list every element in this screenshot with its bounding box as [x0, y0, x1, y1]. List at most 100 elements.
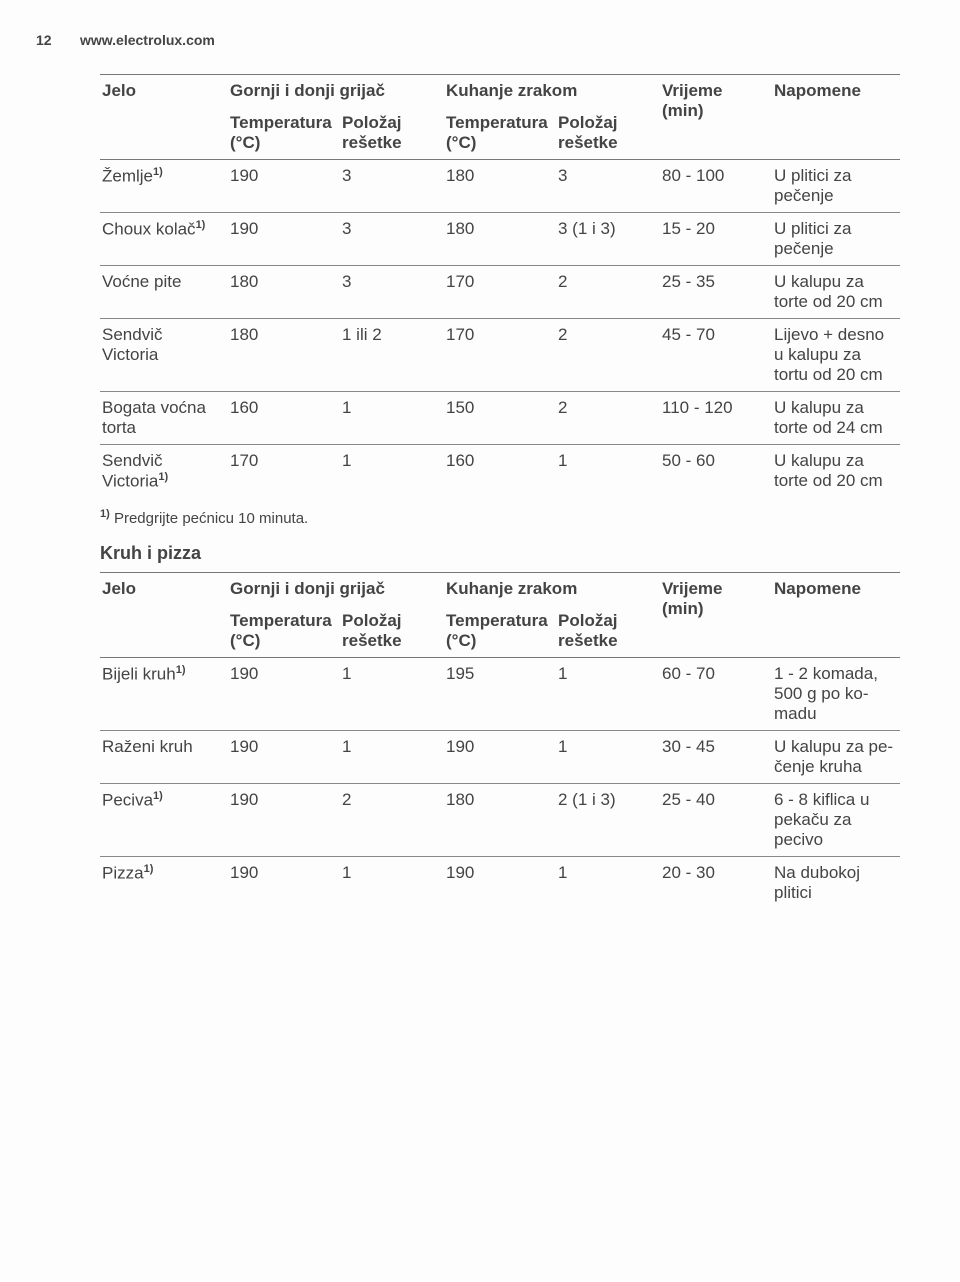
- cell-p1: 3: [340, 160, 444, 213]
- cell-p2: 2 (1 i 3): [556, 783, 660, 856]
- cell-p2: 1: [556, 730, 660, 783]
- cell-p1: 2: [340, 783, 444, 856]
- cell-nap: U plitici za pečenje: [772, 213, 900, 266]
- cell-nap: U kalupu za pe­čenje kru­ha: [772, 730, 900, 783]
- cell-nap: Na dubo­koj plitici: [772, 856, 900, 909]
- cell-vr: 60 - 70: [660, 657, 772, 730]
- cell-t1: 190: [228, 657, 340, 730]
- cell-t2: 195: [444, 657, 556, 730]
- cell-jelo: Peciva1): [100, 783, 228, 856]
- cell-t1: 190: [228, 213, 340, 266]
- table-row: Sendvič Victoria1)1701160150 - 60U kalup…: [100, 445, 900, 498]
- superscript: 1): [144, 863, 154, 875]
- table-row: Žemlje1)1903180380 - 100U plitici za peč…: [100, 160, 900, 213]
- table-1-body: Žemlje1)1903180380 - 100U plitici za peč…: [100, 160, 900, 498]
- cell-t1: 190: [228, 730, 340, 783]
- cell-t1: 190: [228, 783, 340, 856]
- cell-nap: 1 - 2 ko­mada, 500 g po ko­madu: [772, 657, 900, 730]
- cell-p2: 2: [556, 392, 660, 445]
- col-vrijeme: Vrijeme (min): [660, 75, 772, 160]
- col-jelo: Jelo: [100, 75, 228, 160]
- cell-nap: U kalupu za torte od 20 cm: [772, 445, 900, 498]
- cell-p1: 3: [340, 213, 444, 266]
- superscript: 1): [153, 790, 163, 802]
- cell-p2: 1: [556, 657, 660, 730]
- table-row: Bijeli kruh1)1901195160 - 701 - 2 ko­mad…: [100, 657, 900, 730]
- cell-t2: 150: [444, 392, 556, 445]
- col-kuhanje: Kuhanje zrakom: [444, 75, 660, 108]
- cell-vr: 15 - 20: [660, 213, 772, 266]
- footnote-1: 1) Predgrijte pećnicu 10 minuta.: [100, 508, 900, 527]
- cell-nap: U kalupu za torte od 24 cm: [772, 392, 900, 445]
- cell-vr: 25 - 40: [660, 783, 772, 856]
- section-title-kruh: Kruh i pizza: [100, 543, 900, 564]
- cell-p1: 1: [340, 657, 444, 730]
- cell-p1: 1: [340, 856, 444, 909]
- cell-t2: 190: [444, 856, 556, 909]
- cell-t1: 190: [228, 856, 340, 909]
- col-vrijeme: Vrijeme (min): [660, 572, 772, 657]
- cell-jelo: Sendvič Victoria: [100, 319, 228, 392]
- site-url: www.electrolux.com: [80, 32, 215, 48]
- col-gornji: Gornji i donji grijač: [228, 75, 444, 108]
- table-row: Raženi kruh1901190130 - 45U kalupu za pe…: [100, 730, 900, 783]
- cooking-table-2: Jelo Gornji i donji grijač Kuhanje zrako…: [100, 572, 900, 909]
- cell-nap: U plitici za pečenje: [772, 160, 900, 213]
- cell-nap: U kalupu za torte od 20 cm: [772, 266, 900, 319]
- footnote-text: Predgrijte pećnicu 10 minuta.: [110, 510, 308, 527]
- col-napomene: Napo­mene: [772, 572, 900, 657]
- cell-jelo: Voćne pite: [100, 266, 228, 319]
- cell-jelo: Žemlje1): [100, 160, 228, 213]
- cell-vr: 25 - 35: [660, 266, 772, 319]
- page-number: 12: [36, 32, 52, 48]
- cell-p2: 3: [556, 160, 660, 213]
- col-temp-1: Tempera­tura (°C): [228, 107, 340, 160]
- cooking-table-1: Jelo Gornji i donji grijač Kuhanje zrako…: [100, 74, 900, 498]
- superscript: 1): [153, 166, 163, 178]
- cell-t2: 180: [444, 783, 556, 856]
- cell-jelo: Raženi kruh: [100, 730, 228, 783]
- cell-p1: 1: [340, 730, 444, 783]
- superscript: 1): [158, 471, 168, 483]
- cell-p1: 1: [340, 392, 444, 445]
- cell-p2: 2: [556, 266, 660, 319]
- cell-p1: 1 ili 2: [340, 319, 444, 392]
- cell-p2: 1: [556, 856, 660, 909]
- table-row: Sendvič Victoria1801 ili 2170245 - 70Lij…: [100, 319, 900, 392]
- cell-t1: 170: [228, 445, 340, 498]
- col-pol-2: Položaj rešetke: [556, 107, 660, 160]
- col-temp-2: Tempera­tura (°C): [444, 605, 556, 658]
- cell-vr: 80 - 100: [660, 160, 772, 213]
- cell-jelo: Choux ko­lač1): [100, 213, 228, 266]
- table-row: Bogata voćna tor­ta16011502110 - 120U ka…: [100, 392, 900, 445]
- table-row: Voćne pite1803170225 - 35U kalupu za tor…: [100, 266, 900, 319]
- col-pol-2: Položaj rešetke: [556, 605, 660, 658]
- cell-t2: 170: [444, 319, 556, 392]
- col-napomene: Napo­mene: [772, 75, 900, 160]
- cell-vr: 20 - 30: [660, 856, 772, 909]
- superscript: 1): [176, 664, 186, 676]
- cell-p1: 3: [340, 266, 444, 319]
- superscript: 1): [196, 219, 206, 231]
- col-temp-2: Tempera­tura (°C): [444, 107, 556, 160]
- cell-t2: 160: [444, 445, 556, 498]
- col-pol-1: Položaj rešetke: [340, 605, 444, 658]
- cell-nap: Lijevo + desno u kalupu za tortu od 20 c…: [772, 319, 900, 392]
- content: Jelo Gornji i donji grijač Kuhanje zrako…: [100, 74, 900, 909]
- table-row: Peciva1)19021802 (1 i 3)25 - 406 - 8 kif…: [100, 783, 900, 856]
- col-temp-1: Tempera­tura (°C): [228, 605, 340, 658]
- col-gornji: Gornji i donji grijač: [228, 572, 444, 605]
- cell-t1: 160: [228, 392, 340, 445]
- cell-jelo: Pizza1): [100, 856, 228, 909]
- cell-vr: 110 - 120: [660, 392, 772, 445]
- cell-p2: 1: [556, 445, 660, 498]
- cell-nap: 6 - 8 kiflica u pekaču za pecivo: [772, 783, 900, 856]
- col-kuhanje: Kuhanje zrakom: [444, 572, 660, 605]
- cell-vr: 50 - 60: [660, 445, 772, 498]
- cell-t2: 190: [444, 730, 556, 783]
- cell-p2: 2: [556, 319, 660, 392]
- col-pol-1: Položaj rešetke: [340, 107, 444, 160]
- cell-p1: 1: [340, 445, 444, 498]
- table-row: Choux ko­lač1)19031803 (1 i 3)15 - 20U p…: [100, 213, 900, 266]
- cell-jelo: Bogata voćna tor­ta: [100, 392, 228, 445]
